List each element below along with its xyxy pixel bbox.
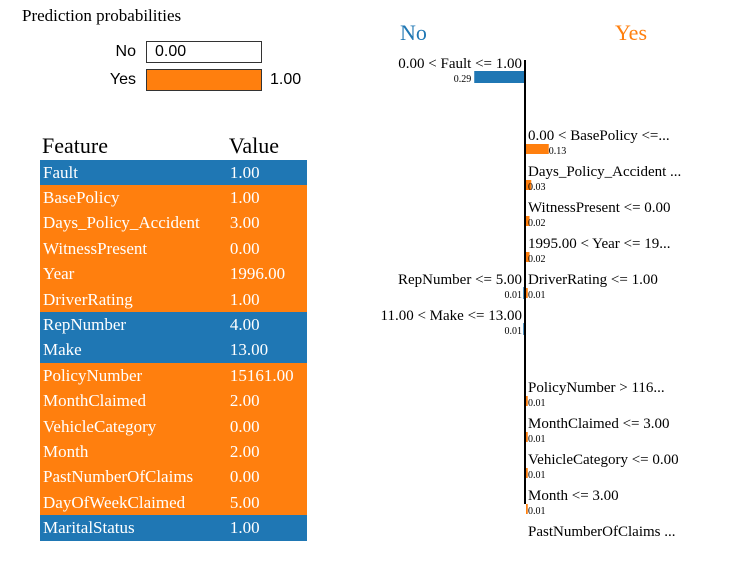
value-cell: 5.00 [226,490,307,516]
feature-label: 0.00 < BasePolicy <=... [528,128,670,144]
feature-cell: BasePolicy [40,185,227,211]
feature-value: 0.02 [528,254,546,265]
feature-cell: WitnessPresent [40,236,227,262]
feature-bar [526,288,528,298]
value-cell: 0.00 [226,413,307,440]
feature-label: RepNumber <= 5.00 [398,272,522,288]
feature-label: 1995.00 < Year <= 19... [528,236,670,252]
feature-cell: PolicyNumber [40,363,227,389]
table-body: Fault 1.00 BasePolicy 1.00 Days_Policy_Accid… [40,160,307,541]
value-cell: 1.00 [226,286,307,313]
feature-bar [526,252,530,262]
feature-bar [526,468,528,478]
feature-label: MonthClaimed <= 3.00 [528,416,670,432]
table-row: PastNumberOfClaims 0.00 [40,464,307,491]
feature-cell: RepNumber [40,312,227,338]
table-row: Days_Policy_Accident 3.00 [40,210,307,237]
feature-label: VehicleCategory <= 0.00 [528,452,679,468]
feature-label: DriverRating <= 1.00 [528,272,658,288]
value-cell: 3.00 [226,210,307,237]
feature-label: PastNumberOfClaims ... [528,524,676,540]
value-cell: 4.00 [226,312,307,338]
class-header-yes: Yes [615,20,648,45]
feature-label: 11.00 < Make <= 13.00 [381,308,522,324]
value-cell: 1.00 [226,185,307,211]
feature-bar [526,396,528,406]
table-row: WitnessPresent 0.00 [40,236,307,262]
feature-label: PolicyNumber > 116... [528,380,665,396]
table-row: PolicyNumber 15161.00 [40,363,307,389]
feature-bar [474,71,525,83]
feature-cell: MaritalStatus [40,515,227,541]
prob-fill-yes [147,70,261,90]
feature-cell: Days_Policy_Accident [40,210,227,237]
value-cell: 0.00 [226,464,307,491]
feature-column-header: Feature [42,133,108,158]
prob-bar-yes [146,69,262,91]
feature-value: 0.01 [528,434,546,445]
prob-label-yes: Yes [109,71,136,88]
value-cell: 2.00 [226,388,307,414]
value-cell: 13.00 [226,337,307,364]
feature-value: 0.29 [454,74,472,85]
value-cell: 15161.00 [226,363,307,389]
table-row: DriverRating 1.00 [40,286,307,313]
feature-value: 0.01 [505,290,523,301]
feature-value-table: Feature Value Fault 1.00 BasePolicy 1.00 Day… [40,132,307,541]
prob-value-yes: 1.00 [270,71,302,88]
feature-bar [526,216,530,226]
feature-value: 0.03 [528,182,546,193]
prob-bar-no: 0.00 [146,41,262,63]
table-row: BasePolicy 1.00 [40,185,307,211]
feature-value: 0.02 [528,218,546,229]
feature-cell: Year [40,261,227,287]
class-header-no: No [400,20,427,45]
value-cell: 0.00 [226,236,307,262]
feature-cell: Make [40,337,227,364]
value-column-header: Value [228,133,279,158]
feature-label: Month <= 3.00 [528,488,619,504]
feature-cell: DayOfWeekClaimed [40,490,227,516]
feature-label: WitnessPresent <= 0.00 [528,200,671,216]
feature-bar [526,180,532,190]
feature-value: 0.01 [528,506,546,517]
feature-label: 0.00 < Fault <= 1.00 [398,56,522,72]
feature-value: 0.01 [528,398,546,409]
table-row: MaritalStatus 1.00 [40,515,307,541]
table-header-row: Feature Value [40,132,307,160]
table-row: Month 2.00 [40,439,307,465]
table-row: RepNumber 4.00 [40,312,307,338]
value-cell: 2.00 [226,439,307,465]
table-row: Fault 1.00 [40,160,307,186]
feature-value: 0.13 [549,146,567,157]
table-row: Year 1996.00 [40,261,307,287]
value-cell: 1996.00 [226,261,307,287]
prediction-title: Prediction probabilities [22,6,182,25]
feature-cell: MonthClaimed [40,388,227,414]
table-row: Make 13.00 [40,337,307,364]
feature-bar [526,504,528,514]
feature-bar [526,432,528,442]
feature-value: 0.01 [528,470,546,481]
value-cell: 1.00 [226,515,307,541]
feature-value: 0.01 [528,290,546,301]
feature-cell: PastNumberOfClaims [40,464,227,491]
table-row: MonthClaimed 2.00 [40,388,307,414]
feature-bar [526,144,549,154]
feature-cell: Month [40,439,227,465]
table-row: VehicleCategory 0.00 [40,413,307,440]
feature-cell: Fault [40,160,227,186]
table-row: DayOfWeekClaimed 5.00 [40,490,307,516]
feature-cell: VehicleCategory [40,413,227,440]
feature-cell: DriverRating [40,286,227,313]
feature-label: Days_Policy_Accident ... [528,164,681,180]
prob-value-no: 0.00 [155,43,187,60]
value-cell: 1.00 [226,160,307,186]
feature-value: 0.01 [505,326,523,337]
prob-label-no: No [115,43,136,60]
